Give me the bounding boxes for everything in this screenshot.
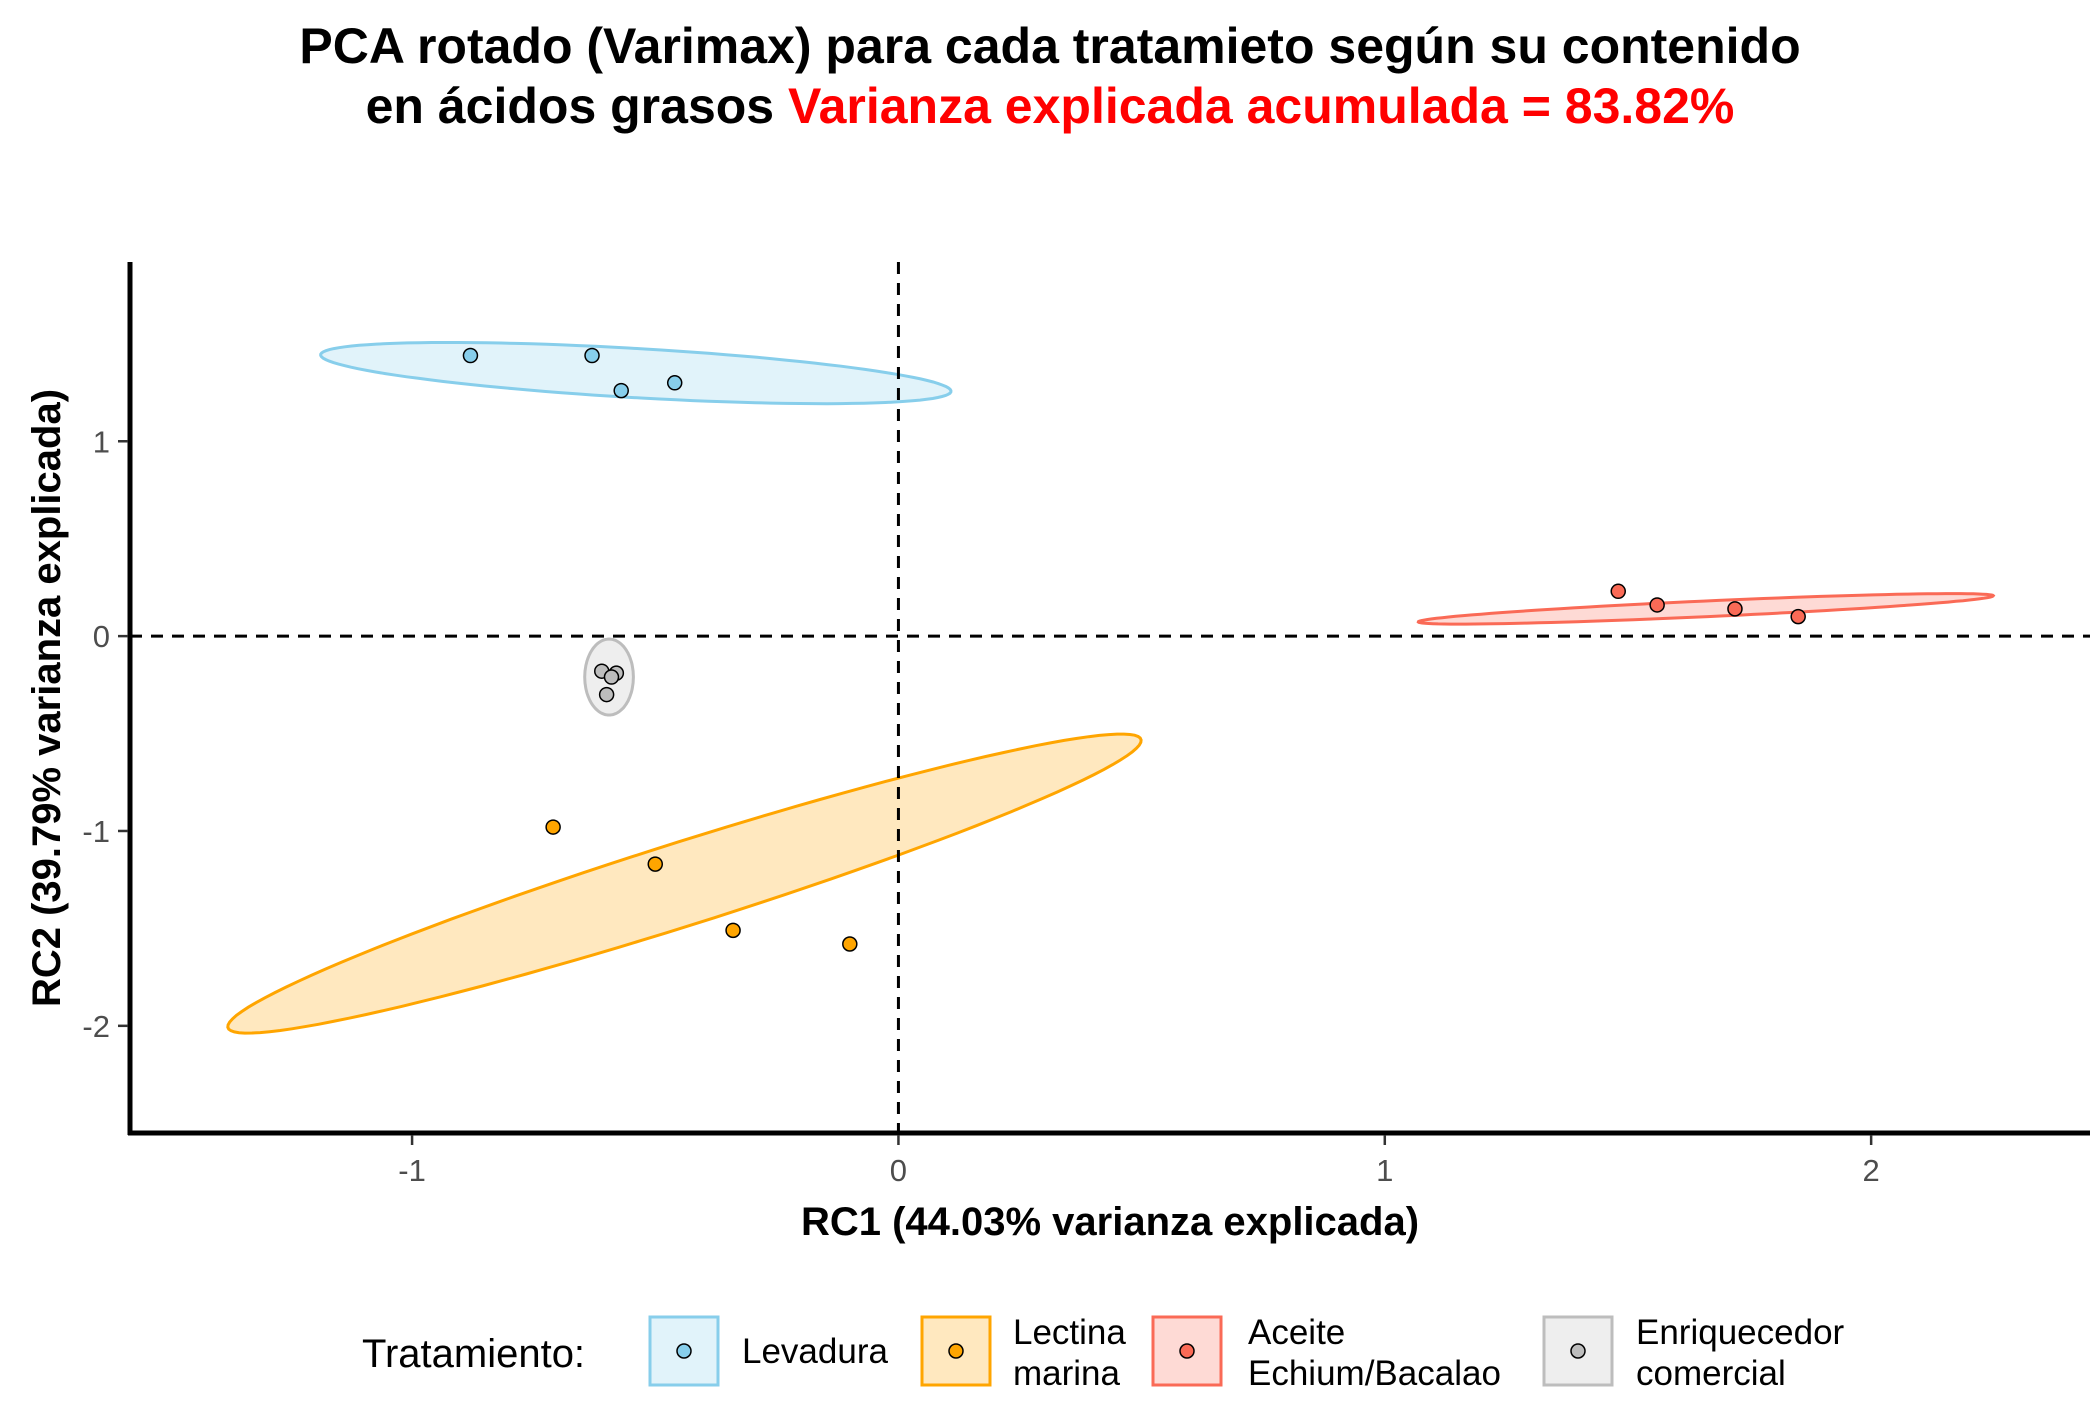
legend-label-line: marina [1013,1354,1121,1393]
x-tick-label: 1 [1376,1153,1393,1188]
legend-item-aceite-echium-bacalao: Aceite Echium/Bacalao [1151,1313,1501,1393]
legend-items: Levadura Lectina marina Aceite Echium/Bacala… [648,1313,1845,1393]
point-lectina-marina [842,936,858,952]
points-layer [462,347,1806,952]
ellipse-aceite-echium-bacalao [1416,592,1996,626]
y-tick-label: 1 [93,424,110,459]
point-aceite-echium-bacalao [1610,583,1626,600]
point-aceite-echium-bacalao [1649,597,1665,613]
point-levadura [613,382,629,399]
point-enriquecedor-comercial [598,686,615,703]
y-axis-title: RC2 (39.79% varianza explicada) [25,389,69,1007]
point-lectina-marina [725,922,741,939]
legend-label-aceite-echium-bacalao: Aceite Echium/Bacalao [1248,1313,1501,1393]
legend-label-line: comercial [1636,1354,1786,1393]
legend-key-point [948,1343,964,1359]
chart-title-line1: PCA rotado (Varimax) para cada tratamiet… [299,18,1800,74]
legend-item-levadura: Levadura [648,1315,888,1387]
y-tick-label: -1 [82,814,110,849]
legend-label-lectina-marina: Lectina marina [1013,1313,1126,1393]
point-lectina-marina [545,819,561,835]
ellipse-lectina-marina [226,732,1143,1035]
point-enriquecedor-comercial [603,669,620,685]
legend-title: Tratamiento: [362,1332,585,1376]
legend-label-line: Lectina [1013,1313,1126,1352]
ellipse-levadura [319,341,953,406]
legend: Tratamiento: Levadura Lectina marina Aceite… [362,1313,1845,1393]
ellipses-layer [226,341,1996,1035]
x-tick-label: 0 [890,1153,907,1188]
legend-item-lectina-marina: Lectina marina [920,1313,1126,1393]
legend-label-line: Echium/Bacalao [1248,1354,1501,1393]
legend-key-point [1179,1343,1195,1359]
chart-title-line2: en ácidos grasos Varianza explicada acum… [366,78,1735,134]
chart-title-variance: Varianza explicada acumulada = 83.82% [788,78,1734,134]
point-levadura [462,347,479,364]
point-levadura [666,375,683,391]
point-aceite-echium-bacalao [1727,601,1743,617]
legend-label-line: Aceite [1248,1313,1345,1352]
legend-key-point [676,1343,692,1359]
point-aceite-echium-bacalao [1790,608,1806,625]
reference-lines [130,262,2090,1133]
x-axis-title: RC1 (44.03% varianza explicada) [801,1200,1419,1244]
legend-label-enriquecedor-comercial: Enriquecedor comercial [1636,1313,1845,1393]
y-tick-label: -2 [82,1009,110,1044]
axes [127,262,2090,1136]
legend-key-point [1570,1343,1586,1359]
chart-title-line2-black: en ácidos grasos [366,78,788,134]
x-tick-label: 2 [1863,1153,1880,1188]
point-lectina-marina [647,856,664,872]
legend-key-levadura [648,1315,720,1387]
x-tick-label: -1 [398,1153,426,1188]
point-levadura [584,347,600,364]
legend-label-levadura: Levadura [742,1332,888,1371]
y-tick-label: 0 [93,619,110,654]
legend-label-line: Levadura [742,1332,888,1371]
legend-item-enriquecedor-comercial: Enriquecedor comercial [1542,1313,1845,1393]
axis-ticks: -1 0 1 2 -2 -1 0 1 [82,424,1879,1188]
legend-label-line: Enriquecedor [1636,1313,1845,1352]
